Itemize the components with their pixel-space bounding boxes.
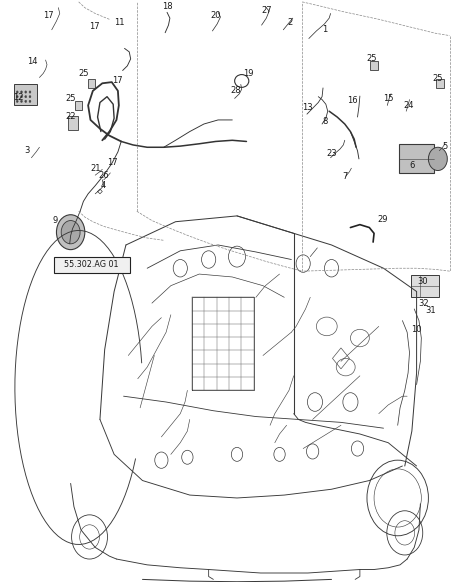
Text: 18: 18 xyxy=(162,2,173,11)
Text: 20: 20 xyxy=(210,10,221,20)
Text: 2: 2 xyxy=(287,18,292,27)
Text: 17: 17 xyxy=(113,76,123,86)
Text: 6: 6 xyxy=(409,161,415,170)
Text: 55.302.AG 01: 55.302.AG 01 xyxy=(64,260,119,269)
Text: 11: 11 xyxy=(115,18,125,27)
Text: 16: 16 xyxy=(347,96,357,106)
Text: 27: 27 xyxy=(261,5,272,15)
Text: 23: 23 xyxy=(326,149,337,157)
Circle shape xyxy=(29,91,31,93)
Text: 9: 9 xyxy=(53,216,58,225)
Circle shape xyxy=(20,96,22,98)
Text: 15: 15 xyxy=(383,94,393,104)
Text: 26: 26 xyxy=(99,171,109,180)
Text: 17: 17 xyxy=(89,22,100,31)
Text: 29: 29 xyxy=(377,216,388,224)
Text: 25: 25 xyxy=(432,74,443,83)
Text: 17: 17 xyxy=(107,158,118,167)
Text: 3: 3 xyxy=(24,146,29,154)
Text: 25: 25 xyxy=(366,54,376,64)
Text: 17: 17 xyxy=(43,10,53,20)
Text: 10: 10 xyxy=(411,325,422,335)
Circle shape xyxy=(20,91,22,93)
Circle shape xyxy=(25,100,27,103)
Bar xyxy=(75,101,82,110)
Bar xyxy=(411,275,439,297)
Circle shape xyxy=(16,100,18,103)
Circle shape xyxy=(61,220,80,244)
Text: 31: 31 xyxy=(426,305,436,315)
Circle shape xyxy=(20,100,22,103)
Circle shape xyxy=(25,96,27,98)
Circle shape xyxy=(16,91,18,93)
Bar xyxy=(399,145,434,173)
Bar xyxy=(68,116,78,130)
Circle shape xyxy=(29,96,31,98)
Text: 21: 21 xyxy=(90,164,100,173)
Bar xyxy=(437,79,444,88)
Text: 1: 1 xyxy=(322,24,327,34)
Text: 12: 12 xyxy=(13,93,24,102)
Bar xyxy=(370,61,378,71)
FancyBboxPatch shape xyxy=(14,85,37,106)
Text: 30: 30 xyxy=(418,276,428,286)
Text: 19: 19 xyxy=(243,69,254,78)
Text: 13: 13 xyxy=(301,103,312,111)
Bar xyxy=(88,79,95,88)
Text: 28: 28 xyxy=(231,86,241,95)
Text: 22: 22 xyxy=(65,112,76,121)
Text: 4: 4 xyxy=(101,181,106,189)
Circle shape xyxy=(29,100,31,103)
Text: 32: 32 xyxy=(418,298,428,308)
Circle shape xyxy=(25,91,27,93)
Text: 25: 25 xyxy=(65,94,76,103)
Circle shape xyxy=(16,96,18,98)
Text: 7: 7 xyxy=(342,172,347,181)
Text: 8: 8 xyxy=(322,117,328,125)
Circle shape xyxy=(56,215,85,250)
FancyBboxPatch shape xyxy=(54,257,130,273)
Circle shape xyxy=(428,147,447,171)
Text: 25: 25 xyxy=(79,69,89,78)
Text: 5: 5 xyxy=(442,142,447,150)
Text: 14: 14 xyxy=(27,57,38,66)
Text: 24: 24 xyxy=(404,101,414,110)
